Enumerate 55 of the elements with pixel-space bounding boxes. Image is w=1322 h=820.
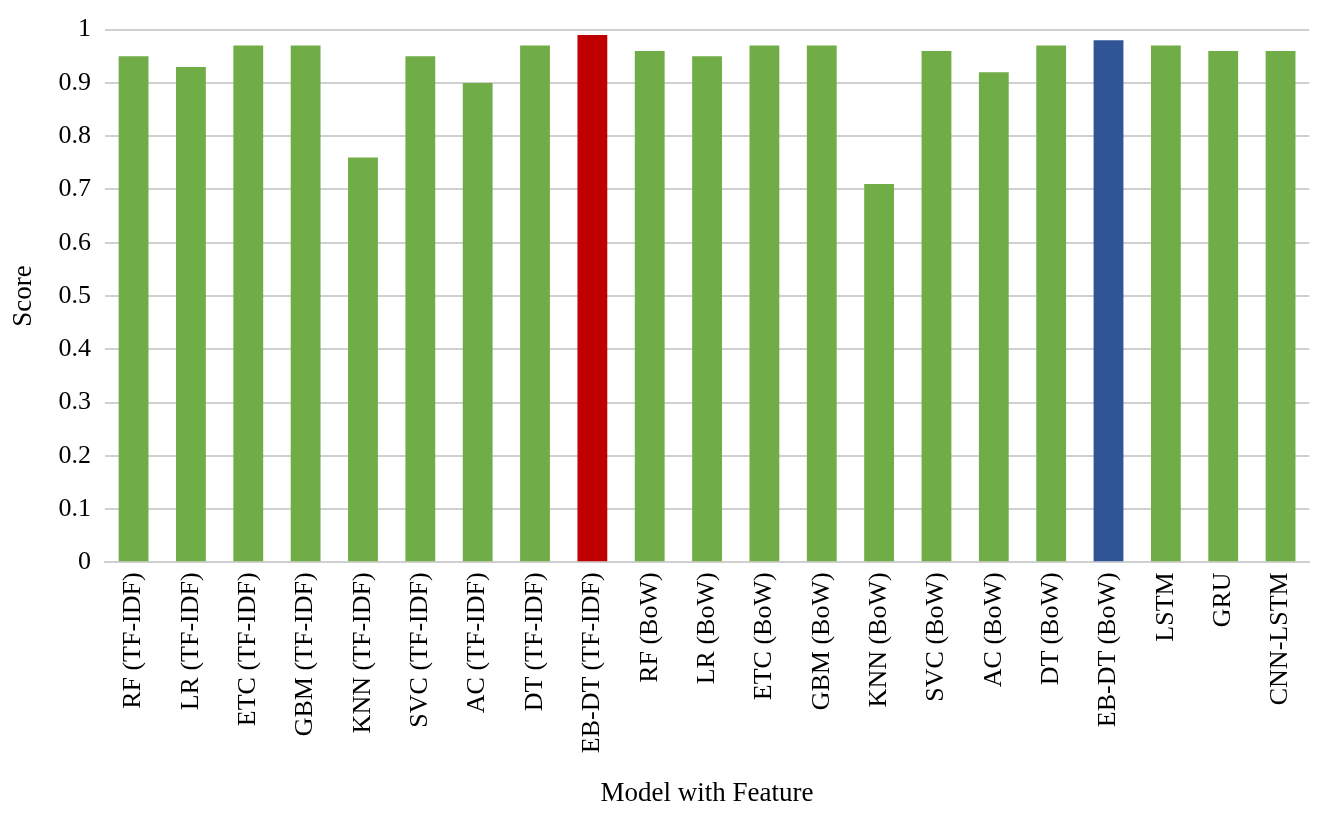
- bar: [634, 50, 665, 562]
- y-tick-label: 1: [77, 13, 91, 43]
- bar: [692, 56, 722, 562]
- bar: [405, 56, 436, 562]
- y-tick-label: 0.4: [58, 333, 91, 363]
- bar: [462, 82, 493, 562]
- x-tick-label: DT (TF-IDF): [518, 572, 548, 712]
- y-tick-label: 0.3: [58, 386, 91, 416]
- bar: [1093, 40, 1124, 562]
- x-tick-label: KNN (BoW): [862, 572, 892, 708]
- x-tick-label: EB-DT (TF-IDF): [576, 572, 606, 754]
- y-tick-label: 0.9: [58, 66, 91, 96]
- y-tick-label: 0.5: [58, 279, 91, 309]
- bar: [233, 45, 264, 562]
- y-tick-label: 0.7: [58, 173, 91, 203]
- bar: [806, 45, 837, 562]
- x-tick-label: KNN (TF-IDF): [346, 572, 376, 734]
- x-tick-label: LR (BoW): [690, 572, 720, 685]
- x-tick-label: ETC (BoW): [748, 572, 778, 701]
- bar: [1036, 45, 1067, 562]
- bar: [118, 56, 149, 562]
- x-tick-label: EB-DT (BoW): [1092, 572, 1122, 728]
- x-tick-label: SVC (BoW): [920, 572, 950, 702]
- x-tick-label: GBM (BoW): [805, 572, 835, 711]
- bar: [290, 45, 321, 562]
- x-tick-label: LR (TF-IDF): [174, 572, 204, 711]
- bar: [1150, 45, 1181, 562]
- x-tick-label: DT (BoW): [1034, 572, 1064, 686]
- x-tick-label: RF (BoW): [633, 572, 663, 683]
- bar: [1208, 50, 1239, 562]
- y-tick-label: 0.1: [58, 492, 91, 522]
- y-tick-label: 0.8: [58, 119, 91, 149]
- x-tick-label: GBM (TF-IDF): [289, 572, 319, 737]
- bar: [176, 66, 206, 562]
- y-tick-label: 0.6: [58, 226, 91, 256]
- bar: [921, 50, 952, 562]
- bar: [749, 45, 780, 562]
- bar: [1265, 50, 1296, 562]
- x-tick-label: GRU: [1207, 572, 1237, 628]
- x-tick-label: ETC (TF-IDF): [232, 572, 262, 727]
- bar: [978, 72, 1009, 562]
- x-tick-label: CNN-LSTM: [1264, 572, 1294, 706]
- x-tick-label: AC (BoW): [977, 572, 1007, 688]
- y-axis-title: Score: [7, 265, 38, 327]
- bar: [864, 184, 895, 562]
- x-tick-label: LSTM: [1149, 572, 1179, 642]
- y-tick-label: 0.2: [58, 439, 91, 469]
- y-tick-label: 0: [77, 546, 91, 576]
- x-tick-label: SVC (TF-IDF): [404, 572, 434, 728]
- x-axis-title: Model with Feature: [600, 776, 814, 807]
- x-tick-label: AC (TF-IDF): [461, 572, 491, 714]
- x-tick-label: RF (TF-IDF): [117, 572, 147, 709]
- bar: [577, 34, 608, 562]
- bar: [520, 45, 550, 562]
- bar: [348, 157, 378, 562]
